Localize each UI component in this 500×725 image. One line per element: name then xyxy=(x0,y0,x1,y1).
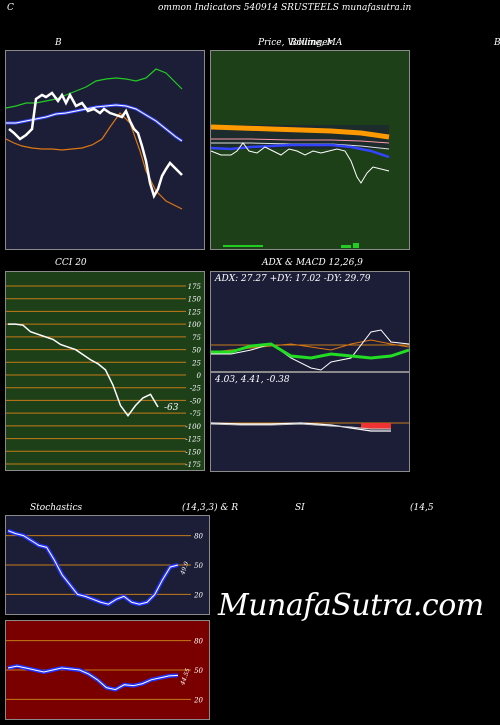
bollinger-upper-line xyxy=(5,68,183,109)
cci-tick-label: -150 xyxy=(185,448,201,456)
rsi-panel: 80 50 20 44.55 xyxy=(5,620,210,720)
cci-tick-label: -175 xyxy=(185,461,201,469)
price-ma-volume-bar-2 xyxy=(341,245,351,248)
rsi-params: (14,5 xyxy=(410,503,434,513)
cci-tick-label: 125 xyxy=(188,308,202,316)
adx-macd-title: ADX & MACD 12,26,9 xyxy=(262,258,363,268)
cci-tick-label: 175 xyxy=(188,283,202,291)
stoch-tick-label: 80 xyxy=(194,533,203,541)
page-title: ommon Indicators 540914 SRUSTEELS munafa… xyxy=(158,3,412,13)
stoch-tick-label: 20 xyxy=(193,591,203,599)
cci-tick-label: 25 xyxy=(191,359,201,367)
bollinger-mid-line-inner xyxy=(6,104,183,142)
cci-tick-label: 100 xyxy=(188,321,202,329)
price-ma-title: Price, Volume, MA xyxy=(258,38,343,48)
bollinger-lower-line xyxy=(5,112,183,210)
price-ma-volume-bar-3 xyxy=(353,243,359,248)
macd-signal-line xyxy=(210,423,391,430)
cci-tick-label: 0 xyxy=(197,372,202,380)
price-ma-blue-line xyxy=(210,143,390,159)
macd-values: 4.03, 4.41, -0.38 xyxy=(215,375,290,385)
price-ma-pink-line xyxy=(211,138,390,144)
bollinger-svg xyxy=(5,68,183,210)
cci-line xyxy=(8,323,159,417)
stoch-panel: 80 50 20 49.9 xyxy=(5,515,210,615)
rsi-tick-label: 50 xyxy=(194,667,203,675)
adx-line xyxy=(211,342,410,360)
cci-value-label: -63 xyxy=(164,403,179,413)
price-ma-orange-line xyxy=(210,124,390,140)
rsi-title: SI xyxy=(295,503,305,513)
stoch-value-label: 49.9 xyxy=(179,561,191,577)
rsi-signal-line xyxy=(7,665,179,691)
watermark: MunafaSutra.com xyxy=(218,588,484,623)
cci-tick-label: 50 xyxy=(192,347,201,355)
bollinger-price-line xyxy=(8,91,183,200)
price-ma-panel xyxy=(210,50,410,250)
cci-tick-label: -75 xyxy=(190,410,202,418)
stoch-tick-label: 50 xyxy=(194,562,203,570)
rsi-tick-label: 20 xyxy=(193,696,203,704)
stoch-svg: 80 50 20 49.9 xyxy=(6,528,204,607)
cci-tick-label: -25 xyxy=(190,385,202,393)
rsi-tick-label: 80 xyxy=(194,638,203,646)
cci-tick-label: 75 xyxy=(192,334,201,342)
price-ma-price-line xyxy=(210,142,390,184)
cci-tick-label: -125 xyxy=(185,436,201,444)
stoch-signal-line xyxy=(7,530,179,605)
adx-values: ADX: 27.27 +DY: 17.02 -DY: 29.79 xyxy=(215,274,371,284)
cci-tick-label: -100 xyxy=(185,423,201,431)
macd-hist-bars xyxy=(361,423,391,429)
adx-svg xyxy=(210,329,410,371)
header-left-letter: C xyxy=(7,3,14,13)
bollinger-title: B xyxy=(55,38,62,48)
bollinger-panel xyxy=(5,50,205,250)
cci-tick-label: 150 xyxy=(188,296,202,304)
macd-line xyxy=(210,422,391,432)
price-ma-overlay-label: Bollinger xyxy=(290,38,332,48)
price-ma-svg xyxy=(210,124,390,248)
macd-panel: 4.03, 4.41, -0.38 xyxy=(210,372,410,472)
macd-svg xyxy=(210,422,409,432)
right-edge-letter: B xyxy=(494,38,500,48)
cci-panel: 175 150 125 100 75 50 25 0 -25 -50 -75 -100 -125 -150… xyxy=(5,271,205,471)
stoch-params: (14,3,3) & R xyxy=(182,503,239,513)
adx-panel: ADX: 27.27 +DY: 17.02 -DY: 29.79 xyxy=(210,271,410,372)
cci-title: CCI 20 xyxy=(55,258,87,268)
cci-svg: 175 150 125 100 75 50 25 0 -25 -50 -75 -100 -125 -150… xyxy=(6,283,202,469)
cci-tick-label: -50 xyxy=(190,397,202,405)
adx-plus-dy-line xyxy=(211,329,410,371)
stoch-title: Stochastics xyxy=(30,503,83,513)
price-ma-volume-bar-1 xyxy=(223,245,263,247)
